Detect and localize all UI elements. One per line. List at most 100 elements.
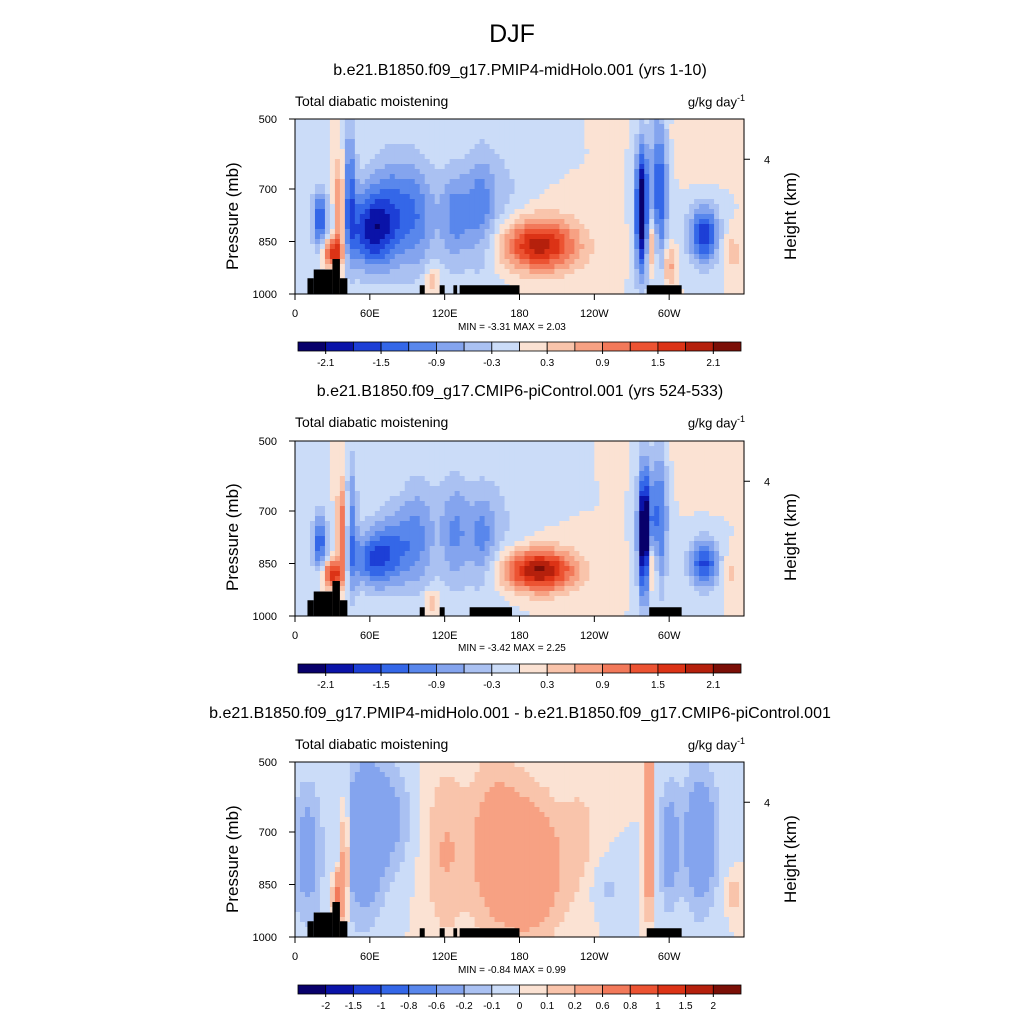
field-cell [544,486,551,492]
field-cell [384,119,391,125]
field-cell [644,491,650,497]
field-cell [329,254,336,260]
field-cell [414,224,421,230]
field-cell [514,199,521,205]
field-cell [424,274,431,280]
field-cell [359,139,366,145]
field-cell [654,239,660,245]
field-cell [569,279,575,285]
field-cell [389,214,396,220]
field-cell [494,199,501,205]
field-cell [399,441,406,447]
field-cell [374,486,381,492]
field-cell [344,531,351,537]
field-cell [609,134,615,140]
field-cell [479,269,486,275]
field-cell [674,496,680,502]
field-cell [449,466,456,472]
field-cell [599,269,605,275]
field-cell [494,521,501,527]
field-cell [404,451,411,457]
field-cell [734,179,740,185]
field-cell [334,521,341,527]
field-cell [424,174,431,180]
field-cell [634,189,640,195]
field-cell [479,194,486,200]
field-cell [334,179,341,185]
field-cell [489,506,496,512]
field-cell [344,199,351,205]
field-cell [664,164,670,170]
field-cell [384,189,391,195]
field-cell [729,461,735,467]
field-cell [654,249,660,255]
field-cell [359,259,366,265]
field-cell [344,254,351,260]
field-cell [709,184,715,190]
field-cell [719,224,725,230]
field-cell [724,129,730,135]
field-cell [349,506,356,512]
field-cell [489,466,496,472]
field-cell [295,204,301,210]
field-cell [549,471,556,477]
field-cell [319,149,326,155]
field-cell [429,254,436,260]
field-cell [459,154,466,160]
field-cell [439,244,446,250]
field-cell [295,199,301,205]
field-cell [519,159,526,165]
field-cell [444,511,451,517]
field-cell [494,229,501,235]
field-cell [719,461,725,467]
field-cell [499,441,506,447]
field-cell [539,486,546,492]
field-cell [524,496,531,502]
field-cell [634,119,640,125]
field-cell [559,249,565,255]
field-cell [439,506,446,512]
field-cell [459,521,466,527]
field-cell [379,234,386,240]
field-cell [359,174,366,180]
field-cell [629,451,635,457]
field-cell [414,244,421,250]
field-cell [614,164,620,170]
field-cell [429,491,436,497]
field-cell [624,169,630,175]
field-cell [709,284,715,290]
field-cell [334,481,341,487]
field-cell [374,234,381,240]
field-cell [654,461,660,467]
field-cell [504,139,511,145]
field-cell [674,511,680,517]
field-cell [449,159,456,165]
field-cell [454,491,461,497]
field-cell [449,456,456,462]
field-cell [599,134,605,140]
field-cell [699,174,705,180]
field-cell [349,491,356,497]
field-cell [659,214,665,220]
field-cell [499,139,506,145]
field-cell [664,501,670,507]
field-cell [499,119,506,125]
field-cell [599,441,605,447]
field-cell [404,139,411,145]
field-cell [459,536,466,542]
field-cell [489,194,496,200]
field-cell [419,521,426,527]
field-cell [614,491,620,497]
field-cell [464,174,471,180]
field-cell [684,244,690,250]
field-cell [634,269,640,275]
field-cell [654,491,660,497]
field-cell [429,194,436,200]
field-cell [339,154,346,160]
field-cell [469,149,476,155]
field-cell [389,481,396,487]
field-cell [739,154,745,160]
field-cell [394,134,401,140]
field-cell [654,486,660,492]
field-cell [339,536,346,542]
